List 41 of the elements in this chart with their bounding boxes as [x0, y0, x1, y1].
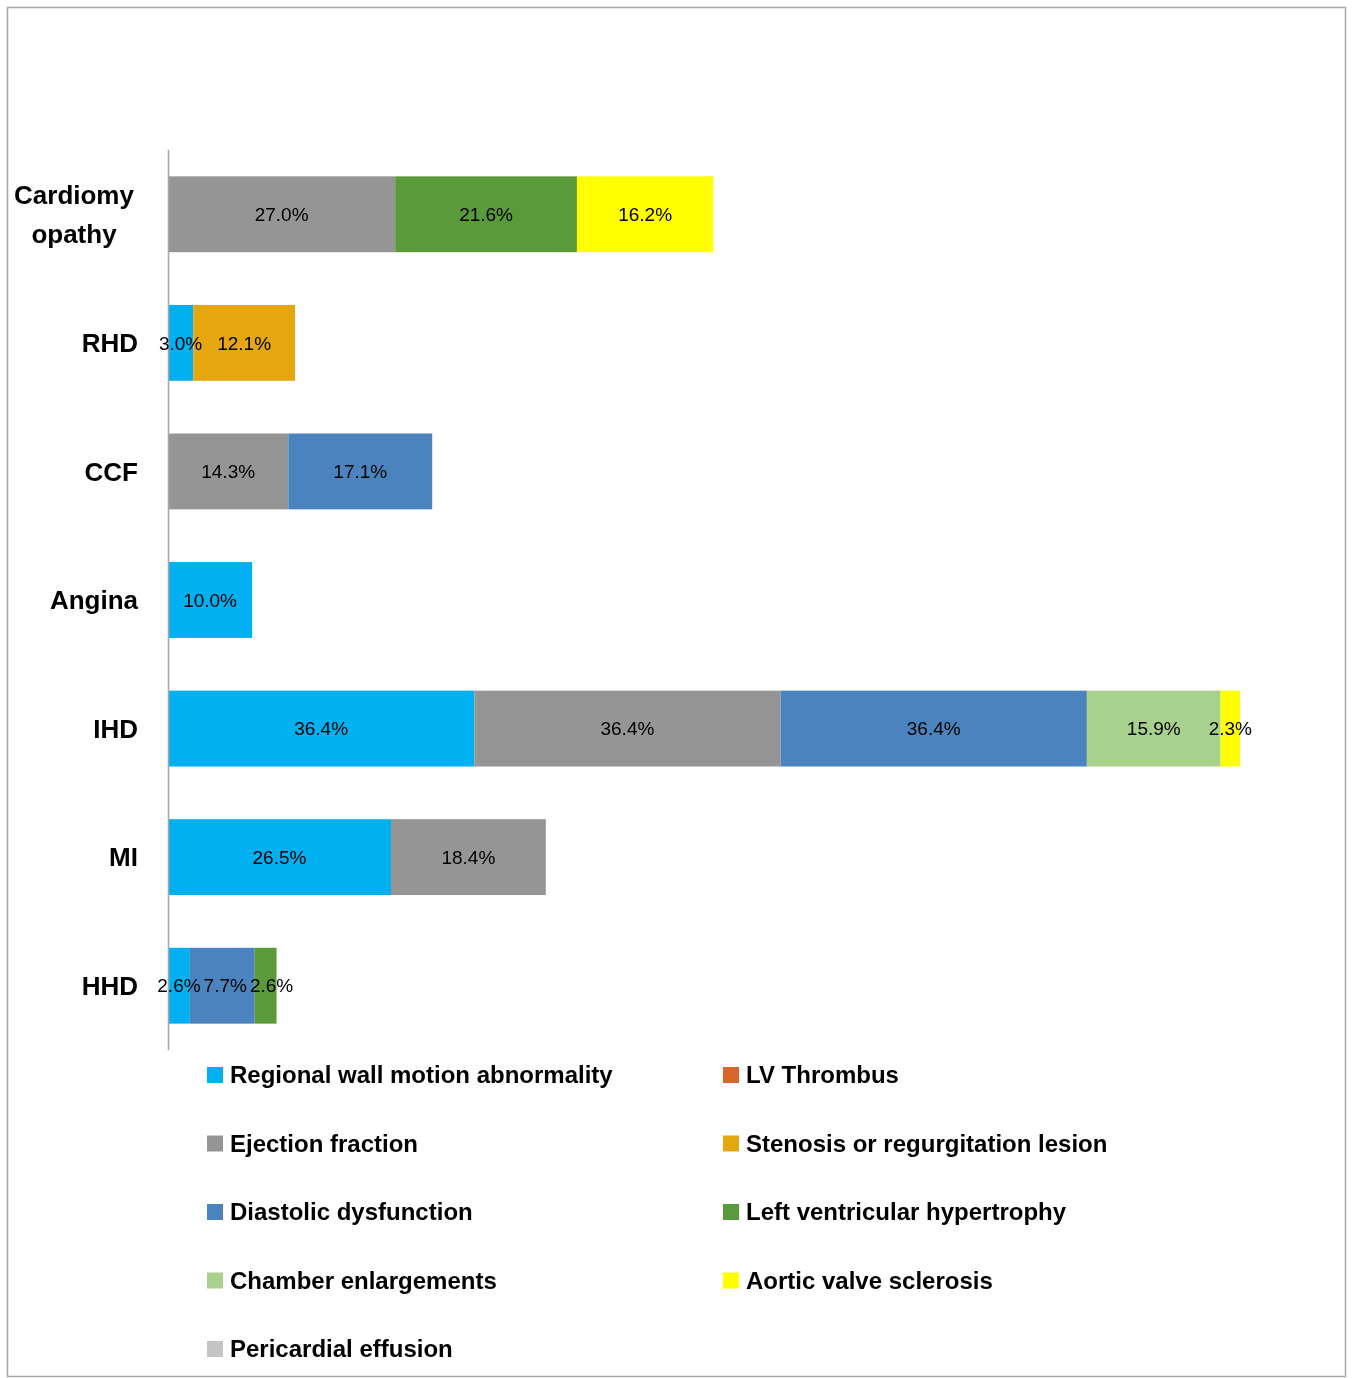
data-label: 36.4% — [600, 718, 655, 740]
data-label: 26.5% — [252, 846, 307, 868]
legend-label: Stenosis or regurgitation lesion — [746, 1129, 1108, 1157]
y-tick-label: RHD — [81, 327, 138, 358]
bar — [576, 176, 714, 253]
bar — [168, 433, 289, 510]
y-tick-label: IHD — [93, 713, 138, 744]
y-tick-label: MI — [109, 842, 138, 873]
data-label: 36.4% — [906, 718, 961, 740]
data-label: 10.0% — [183, 589, 238, 611]
legend-label: LV Thrombus — [746, 1061, 899, 1089]
bar — [168, 690, 475, 767]
bar — [390, 819, 546, 896]
data-label: 12.1% — [217, 332, 272, 354]
bar — [780, 690, 1087, 767]
legend-label: Chamber enlargements — [230, 1266, 497, 1294]
data-label: 36.4% — [294, 718, 349, 740]
y-tick-label: Cardiomyopathy — [14, 179, 135, 249]
legend-label: Ejection fraction — [230, 1129, 419, 1157]
bar — [395, 176, 577, 253]
bar — [288, 433, 433, 510]
legend-label: Pericardial effusion — [230, 1335, 453, 1363]
data-label: 27.0% — [254, 203, 309, 225]
bar — [168, 819, 391, 896]
y-tick-label: HHD — [81, 970, 138, 1001]
bar — [474, 690, 781, 767]
data-label: 18.4% — [441, 846, 496, 868]
y-tick-label: CCF — [84, 456, 138, 487]
bar — [168, 176, 396, 253]
y-tick-label: Angina — [49, 585, 139, 616]
data-label: 15.9% — [1126, 718, 1181, 740]
legend-label: Regional wall motion abnormality — [230, 1061, 614, 1089]
data-label: 16.2% — [618, 203, 673, 225]
bar — [168, 562, 253, 638]
data-label: 21.6% — [459, 203, 514, 225]
legend-label: Diastolic dysfunction — [230, 1198, 473, 1226]
legend-label: Aortic valve sclerosis — [746, 1266, 993, 1294]
data-label: 7.7% — [203, 975, 247, 997]
legend-label: Left ventricular hypertrophy — [746, 1198, 1067, 1226]
data-label: 14.3% — [201, 461, 256, 483]
data-label: 17.1% — [333, 461, 388, 483]
